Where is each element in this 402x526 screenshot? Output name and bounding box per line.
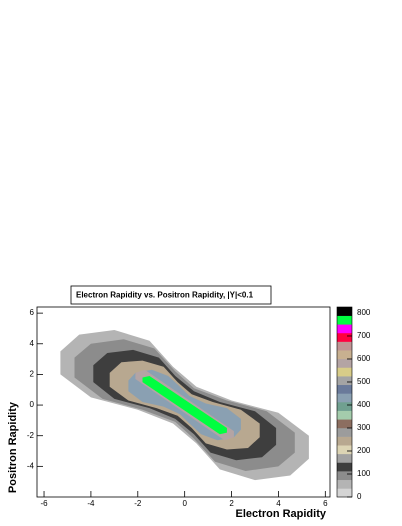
y-tick-label: 4 bbox=[30, 339, 35, 348]
palette-box bbox=[337, 462, 352, 472]
z-tick-label: 400 bbox=[357, 400, 371, 409]
y-tick-label: -2 bbox=[27, 431, 35, 440]
x-tick-label: -4 bbox=[87, 499, 95, 508]
palette-box bbox=[337, 358, 352, 368]
palette-box bbox=[337, 332, 352, 342]
y-tick-label: 2 bbox=[30, 370, 35, 379]
palette-box bbox=[337, 367, 352, 377]
z-tick-label: 700 bbox=[357, 331, 371, 340]
z-tick-label: 600 bbox=[357, 354, 371, 363]
palette-box bbox=[337, 307, 352, 316]
palette-box bbox=[337, 453, 352, 463]
x-tick-label: 6 bbox=[323, 499, 328, 508]
palette-box bbox=[337, 341, 352, 351]
palette-box bbox=[337, 436, 352, 446]
palette-box bbox=[337, 384, 352, 394]
colorbar-frame bbox=[336, 306, 353, 498]
palette-box bbox=[337, 315, 352, 325]
z-tick-label: 100 bbox=[357, 469, 371, 478]
contour-region bbox=[142, 376, 227, 435]
z-tick-label: 800 bbox=[357, 308, 371, 317]
x-tick-label: 4 bbox=[276, 499, 281, 508]
palette-box bbox=[337, 479, 352, 489]
palette-box bbox=[337, 471, 352, 481]
x-tick-label: -2 bbox=[134, 499, 142, 508]
x-tick-label: 2 bbox=[229, 499, 234, 508]
z-tick-label: 0 bbox=[357, 492, 362, 501]
chart-title: Electron Rapidity vs. Positron Rapidity,… bbox=[76, 291, 254, 300]
palette-box bbox=[337, 376, 352, 386]
palette-box bbox=[337, 488, 352, 498]
palette-box bbox=[337, 419, 352, 429]
palette-box bbox=[337, 410, 352, 420]
palette-box bbox=[337, 445, 352, 455]
z-tick-label: 200 bbox=[357, 446, 371, 455]
y-tick-label: -4 bbox=[27, 461, 35, 470]
z-tick-label: 300 bbox=[357, 423, 371, 432]
y-tick-label: 6 bbox=[30, 308, 35, 317]
y-axis-title: Positron Rapidity bbox=[7, 401, 19, 493]
palette-box bbox=[337, 402, 352, 411]
palette-box bbox=[337, 427, 352, 437]
x-axis-title: Electron Rapidity bbox=[236, 508, 327, 520]
plot-frame bbox=[36, 306, 331, 498]
palette-box bbox=[337, 350, 352, 360]
y-tick-label: 0 bbox=[30, 400, 35, 409]
palette-box bbox=[337, 324, 352, 334]
x-tick-label: 0 bbox=[182, 499, 187, 508]
z-tick-label: 500 bbox=[357, 377, 371, 386]
palette-box bbox=[337, 393, 352, 403]
title-box bbox=[70, 285, 272, 305]
x-tick-label: -6 bbox=[40, 499, 48, 508]
